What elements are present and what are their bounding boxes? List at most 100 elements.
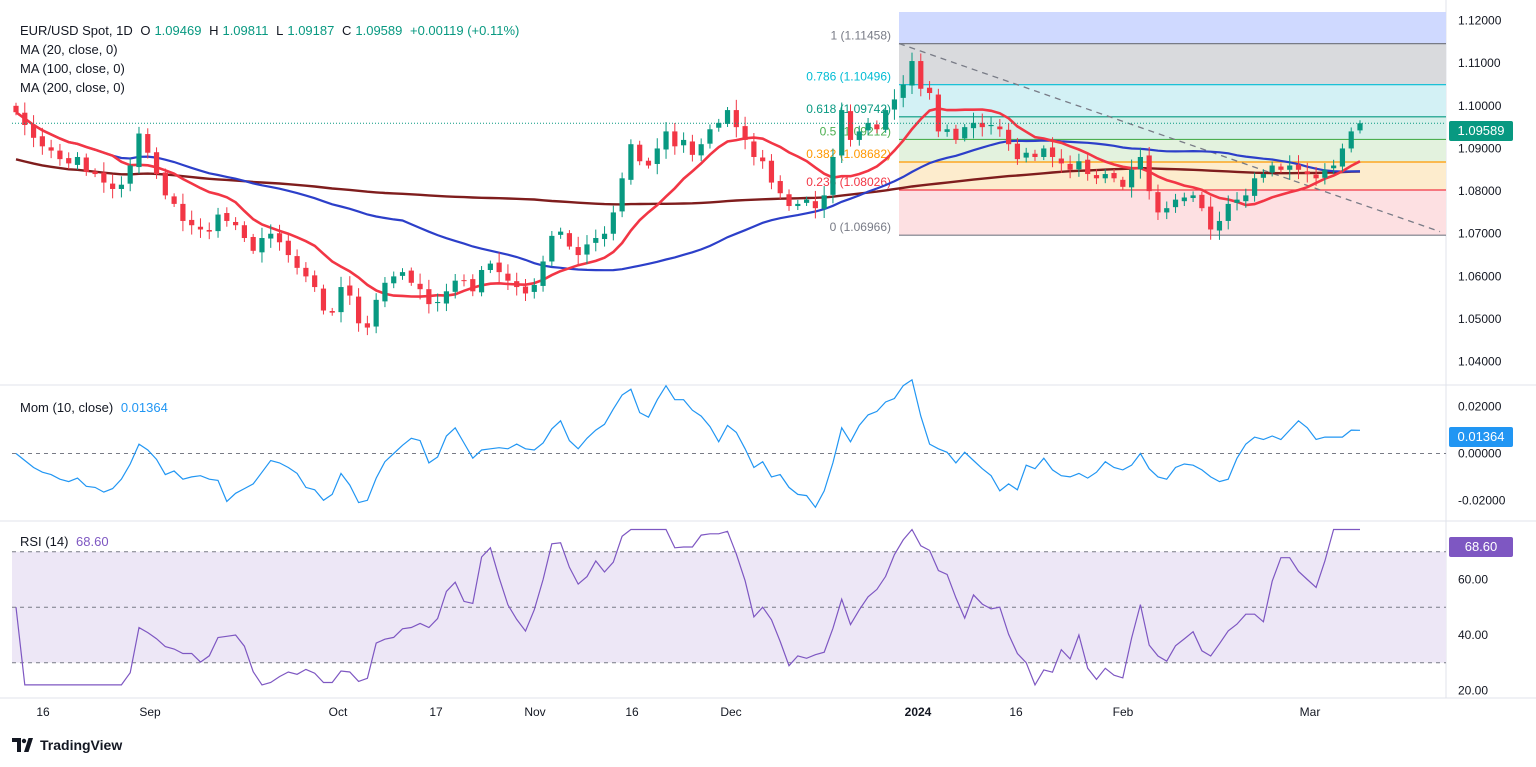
close-label: C [341, 23, 352, 38]
tradingview-logo[interactable]: TradingView [12, 737, 122, 753]
rsi-legend[interactable]: RSI (14) 68.60 [20, 532, 113, 551]
candle-body [364, 323, 370, 328]
candle-body [338, 287, 344, 313]
x-tick-label: Feb [1113, 705, 1134, 719]
candle-body [276, 233, 283, 243]
rsi-line [15, 528, 1360, 687]
candle-body [935, 94, 941, 132]
price-tick-label: 1.11000 [1458, 56, 1501, 70]
candle-body [812, 201, 818, 209]
candle-body [1164, 208, 1170, 213]
candle-body [1313, 174, 1319, 179]
candle-body [768, 160, 775, 183]
candle-body [637, 144, 643, 162]
candle-body [1251, 178, 1258, 196]
candle-body [1208, 206, 1214, 230]
candle-body [1216, 220, 1223, 231]
candle-body [1006, 129, 1012, 145]
candle-body [856, 131, 862, 140]
low-value: 1.09187 [287, 23, 335, 38]
ma200-legend[interactable]: MA (200, close, 0) [20, 80, 125, 95]
candle-body [1129, 169, 1135, 188]
fib-zone [899, 116, 1446, 140]
candle-body [382, 282, 388, 302]
candle-body [531, 284, 537, 292]
fib-level-label: 1 (1.11458) [831, 29, 892, 43]
candle-body [505, 273, 511, 281]
candle-body [645, 160, 652, 166]
candle-body [373, 299, 379, 327]
candle-body [584, 244, 590, 255]
candle-body [909, 61, 915, 86]
candle-body [206, 229, 212, 232]
symbol-legend: EUR/USD Spot, 1D O 1.09469 H 1.09811 L 1.09… [20, 21, 523, 40]
candle-body [1304, 171, 1310, 175]
candle-body [1339, 148, 1346, 167]
candle-body [48, 147, 54, 151]
candle-body [944, 129, 950, 132]
candle-body [601, 233, 608, 240]
candle-body [1322, 169, 1328, 178]
candle-body [874, 124, 880, 130]
candle-body [1181, 197, 1187, 202]
candle-body [22, 112, 28, 126]
ma100-legend[interactable]: MA (100, close, 0) [20, 61, 125, 76]
fib-level-label: 0.5 (1.09212) [820, 124, 891, 138]
candle-body [566, 233, 573, 247]
ma20-legend[interactable]: MA (20, close, 0) [20, 42, 118, 57]
rsi-value: 68.60 [76, 534, 109, 549]
x-tick-label: Mar [1300, 705, 1321, 719]
price-tick-label: 1.05000 [1458, 312, 1502, 326]
rsi-tick-label: 60.00 [1458, 572, 1488, 586]
mom-tick-label: 0.02000 [1458, 400, 1502, 414]
candle-body [751, 141, 757, 157]
candle-body [1102, 174, 1108, 179]
x-tick-label: 16 [1009, 705, 1023, 719]
mom-label: Mom (10, close) [20, 400, 114, 415]
candle-body [1120, 179, 1126, 187]
x-tick-label: 17 [429, 705, 443, 719]
candle-body [312, 275, 318, 288]
fib-level-label: 0.618 (1.09742) [806, 102, 891, 116]
candle-body [399, 272, 406, 276]
open-label: O [140, 23, 151, 38]
x-tick-label: Nov [524, 705, 545, 719]
candle-body [347, 285, 353, 296]
candle-body [953, 128, 959, 140]
candle-body [74, 156, 81, 165]
price-tick-label: 1.04000 [1458, 355, 1502, 369]
candle-body [830, 156, 836, 195]
candle-body [496, 262, 502, 273]
candle-body [540, 261, 546, 286]
fib-zone [899, 162, 1446, 190]
candle-body [57, 150, 63, 160]
x-tick-label: 2024 [905, 705, 932, 719]
price-tick-label: 1.06000 [1458, 269, 1502, 283]
candle-body [452, 280, 458, 292]
fib-level-label: 0.236 (1.08026) [806, 175, 891, 189]
candle-body [689, 141, 695, 155]
candle-body [285, 240, 291, 256]
candle-body [786, 194, 792, 207]
candle-body [1243, 195, 1249, 202]
candle-body [1076, 161, 1082, 170]
price-tick-label: 1.07000 [1458, 227, 1502, 241]
candle-body [926, 87, 933, 94]
candle-body [92, 171, 98, 175]
candle-body [795, 203, 801, 207]
candle-body [391, 276, 397, 284]
candle-body [1032, 153, 1038, 157]
mom-tick-label: 0.00000 [1458, 447, 1502, 461]
ma20-line [15, 107, 1361, 298]
rsi-tick-label: 20.00 [1458, 683, 1488, 697]
candle-body [171, 196, 177, 204]
fib-level-label: 0 (1.06966) [830, 220, 891, 234]
candle-body [847, 111, 854, 140]
momentum-legend[interactable]: Mom (10, close) 0.01364 [20, 398, 172, 417]
candle-body [417, 283, 423, 290]
candle-body [268, 233, 274, 239]
candle-body [628, 144, 634, 180]
candle-body [487, 263, 493, 270]
momentum-line [15, 378, 1361, 509]
